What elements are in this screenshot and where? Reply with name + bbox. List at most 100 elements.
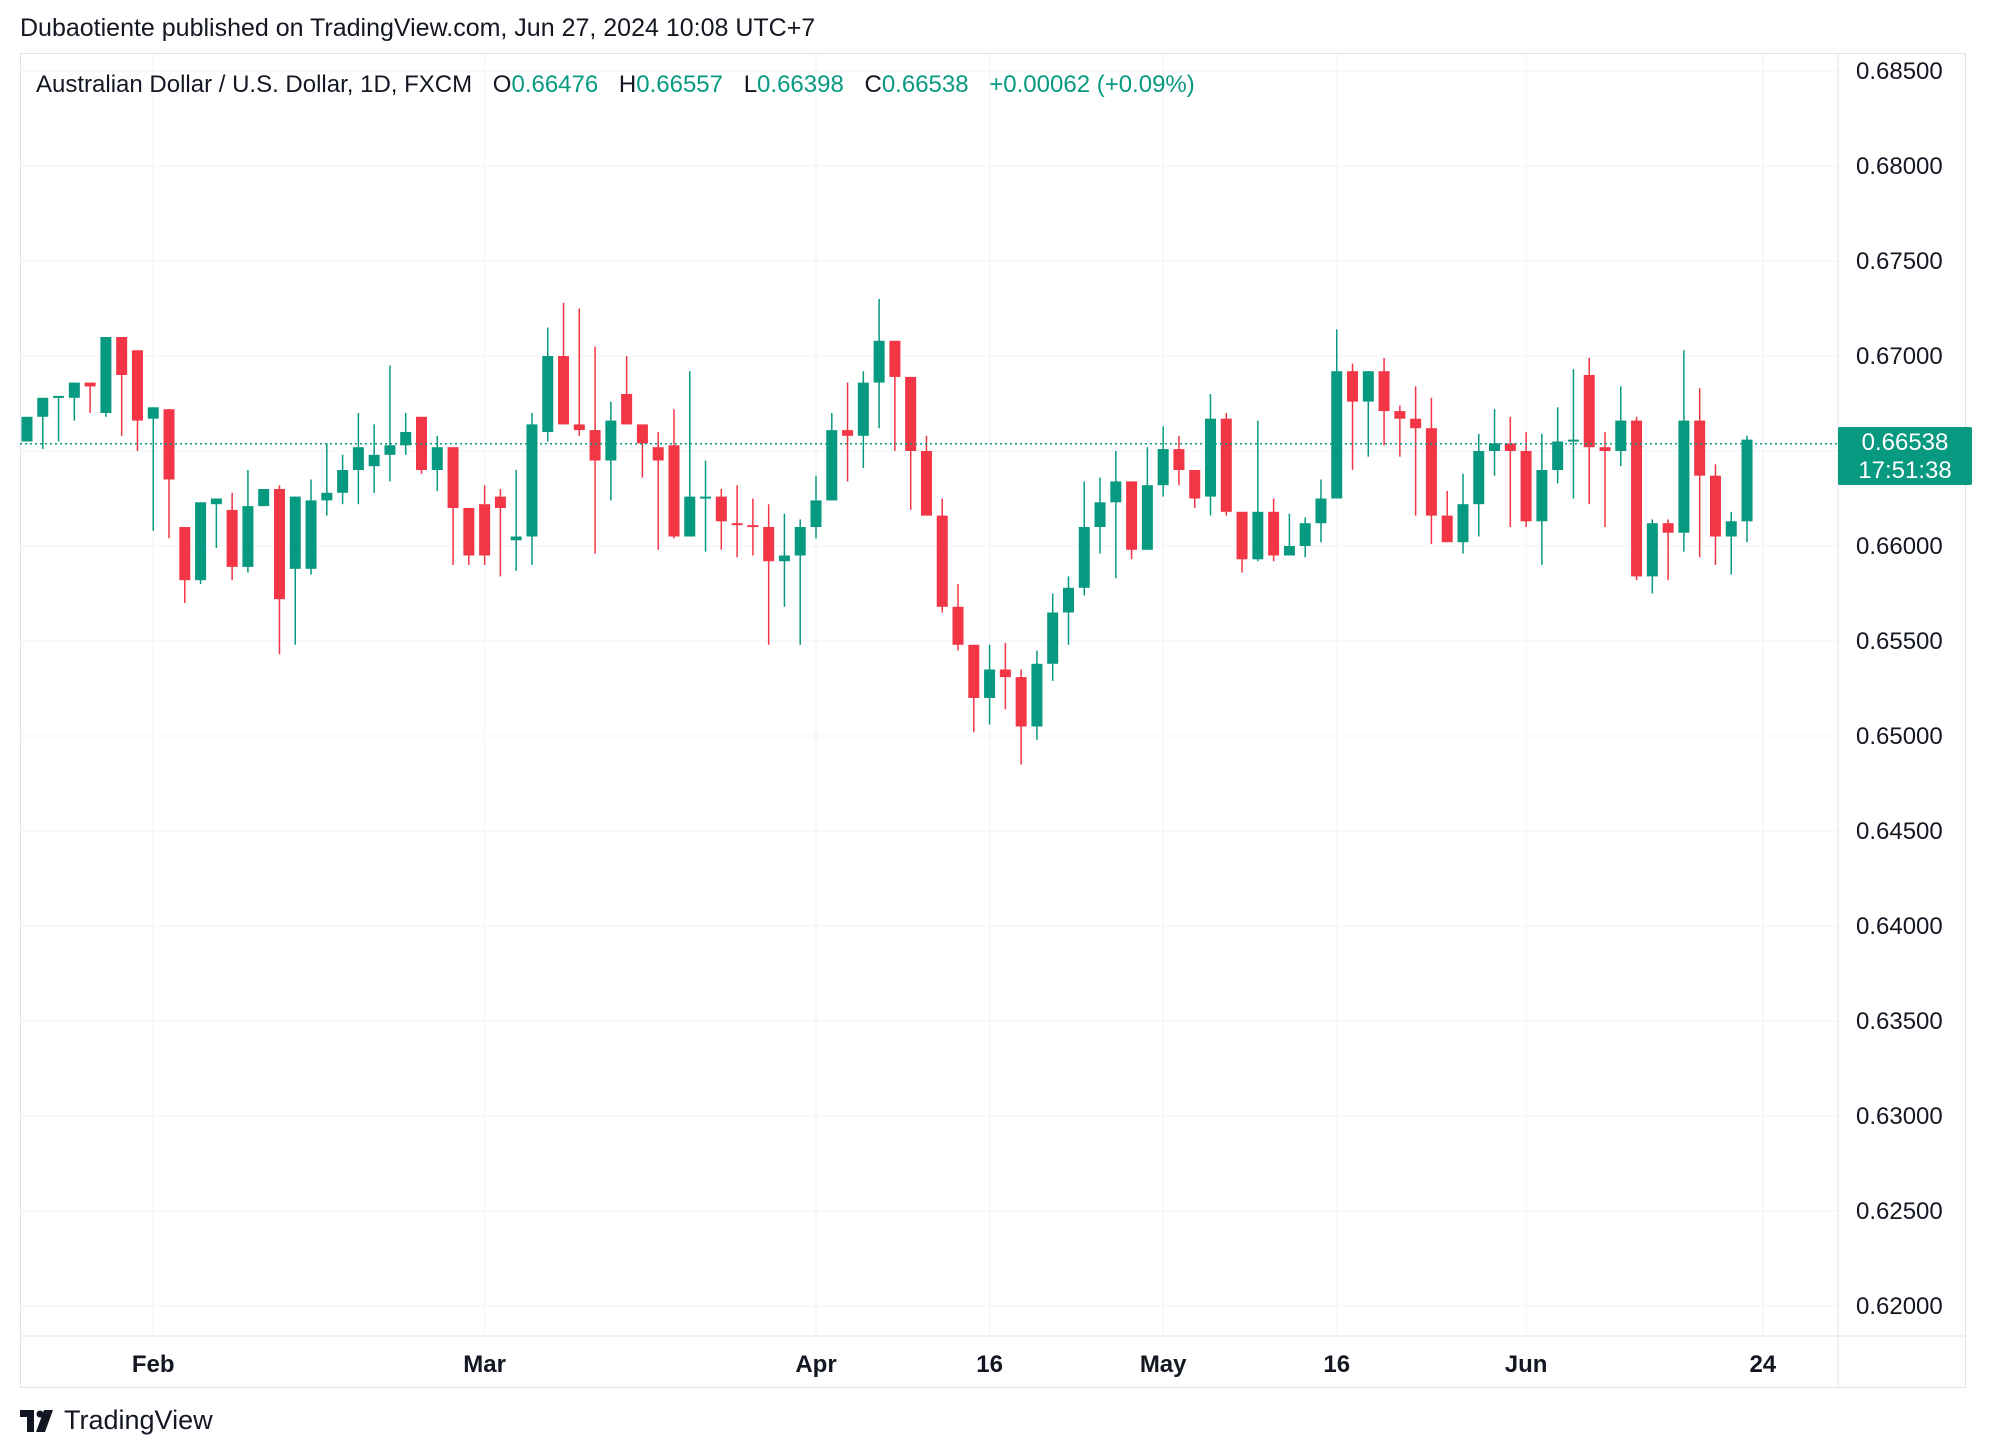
x-tick-label: 16 [976,1351,1003,1378]
y-tick-label: 0.68000 [1856,153,1943,180]
chart-frame[interactable] [20,53,1966,1388]
candle-86 [1378,357,1390,446]
candle-body [526,424,538,537]
candle-14 [242,470,254,573]
candle-body [1126,481,1138,550]
candle-4 [84,382,96,413]
candle-body [479,504,491,556]
candle-body [242,506,254,567]
candle-81 [1299,517,1311,558]
candle-19 [321,443,333,516]
candle-17 [289,496,301,645]
candle-12 [210,498,222,548]
candle-body [1205,418,1216,497]
candle-body [195,502,207,581]
candle-body [1047,612,1059,664]
candle-body [621,394,633,425]
candle-90 [1441,490,1453,543]
candle-body [53,395,65,398]
candle-67 [1078,481,1090,596]
candle-10 [179,527,191,603]
candle-body [1457,504,1469,543]
candle-30 [494,489,506,577]
y-tick-label: 0.68500 [1856,58,1943,85]
candle-body [952,606,964,645]
candle-88 [1410,386,1422,516]
candle-77 [1236,511,1248,573]
candle-body [1315,498,1327,524]
y-tick-label: 0.64500 [1856,818,1943,845]
candle-body [1362,371,1374,402]
candle-38 [621,356,633,425]
candle-49 [794,519,806,645]
tradingview-logo-icon [20,1409,53,1432]
candle-41 [668,409,680,539]
candle-54 [873,299,885,429]
candle-53 [857,371,869,469]
candle-body [1504,443,1516,451]
candle-32 [526,413,538,565]
x-tick-label: Mar [463,1351,506,1378]
candle-48 [778,513,790,607]
close-value: 0.66538 [881,71,969,98]
candle-body [1583,375,1595,448]
candle-23 [384,365,396,482]
bar-countdown: 17:51:38 [1858,457,1952,484]
candle-body [1252,511,1264,560]
candle-33 [542,327,554,442]
candle-91 [1457,473,1469,554]
candle-46 [747,498,759,556]
candle-body [968,644,980,698]
candle-64 [1031,650,1043,740]
candle-body [447,447,459,508]
open-value: 0.66476 [511,71,599,98]
candle-102 [1631,416,1643,581]
candle-body [842,430,854,436]
candle-94 [1504,416,1516,527]
candle-92 [1473,433,1485,537]
candle-body [1062,587,1074,613]
candle-37 [605,401,617,501]
candle-71 [1141,447,1153,550]
candle-68 [1094,477,1106,554]
candle-44 [715,489,727,550]
x-tick-label: Jun [1505,1351,1548,1378]
y-tick-label: 0.67000 [1856,343,1943,370]
y-tick-label: 0.65000 [1856,723,1943,750]
candle-60 [968,644,980,733]
candle-16 [273,485,285,655]
candle-body [715,496,727,522]
candle-body [1520,451,1532,522]
candle-body [384,445,396,455]
candle-body [305,500,317,569]
tradingview-branding[interactable]: TradingView [20,1405,213,1436]
candle-body [589,430,601,461]
candle-body [905,376,917,451]
candle-body [668,445,680,537]
candle-body [163,409,175,480]
candle-21 [352,413,364,505]
candle-body [147,407,159,419]
candle-13 [226,492,238,581]
candle-body [1489,443,1501,451]
y-tick-label: 0.62000 [1856,1293,1943,1320]
brand-name: TradingView [64,1405,213,1435]
y-tick-label: 0.63000 [1856,1103,1943,1130]
candle-body [652,447,664,461]
candle-73 [1173,435,1185,486]
candle-36 [589,346,601,554]
candle-body [100,337,112,413]
candle-body [984,669,996,698]
candle-47 [763,504,775,645]
candle-body [873,340,885,383]
candle-74 [1189,470,1201,508]
candle-body [1236,511,1248,560]
candle-body [1141,485,1153,550]
x-tick-label: Feb [132,1351,175,1378]
grid-lines [20,53,1966,1388]
x-tick-label: 24 [1749,1351,1776,1378]
candle-body [1709,475,1721,537]
candles [21,299,1753,765]
candle-body [936,515,948,607]
